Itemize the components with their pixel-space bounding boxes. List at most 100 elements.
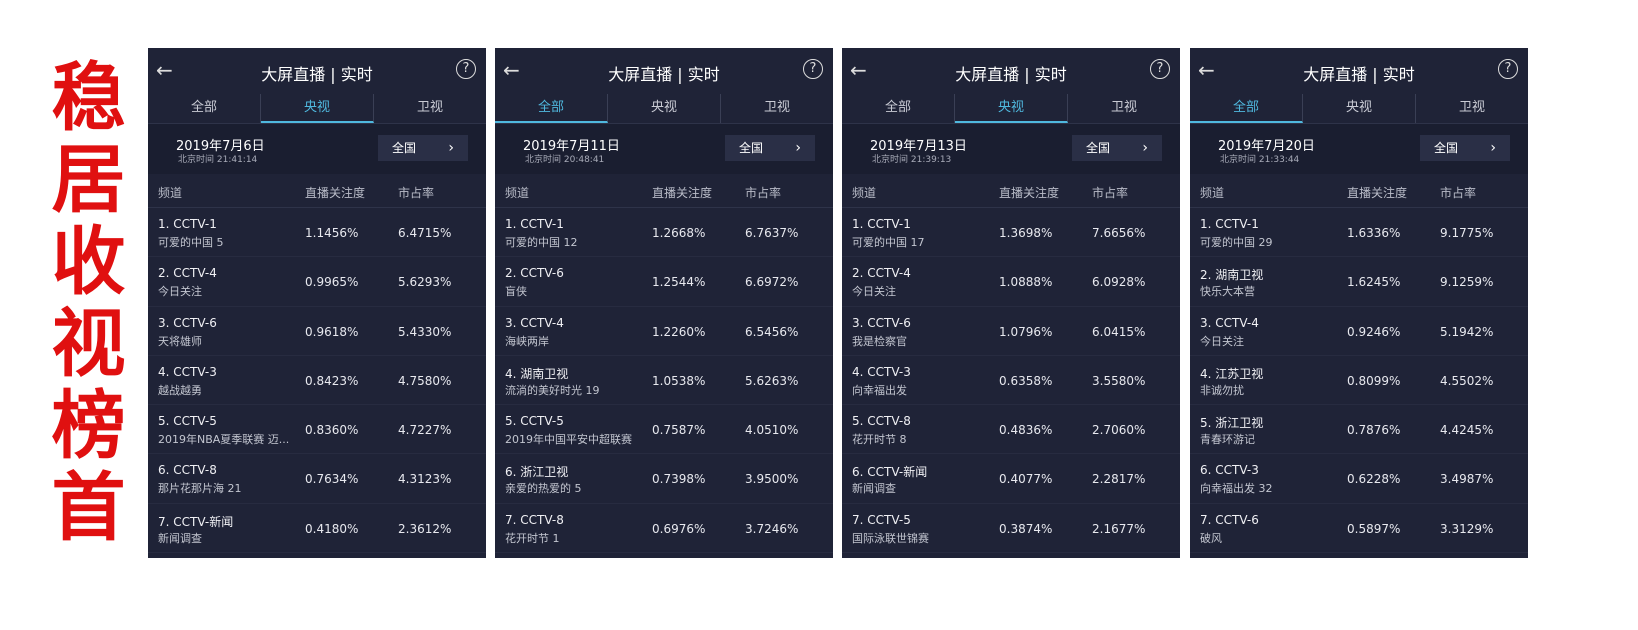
chevron: ›	[448, 140, 454, 156]
tab[interactable]: 央视	[955, 94, 1068, 123]
tab[interactable]: 全部	[148, 94, 261, 123]
ranking-row: 3. CCTV-4 海峡两岸 1.2260% 6.5456%	[495, 307, 833, 356]
help-button[interactable]: ?	[803, 59, 823, 79]
tab[interactable]: 卫视	[416, 100, 443, 115]
program: 花开时节 1	[505, 531, 560, 545]
attention: 0.4836%	[999, 423, 1053, 438]
market-share: 4.4245%	[1440, 423, 1494, 438]
back-button[interactable]: ←	[850, 58, 867, 82]
region: 全国	[1086, 141, 1111, 155]
phone-panel: ← 大屏直播 | 实时? 全部 央视 卫视 2019年7月6日 北京时间 21:41:14 全…	[148, 48, 486, 558]
attention: 1.1456%	[305, 226, 359, 240]
back-button[interactable]: ←	[1198, 58, 1215, 82]
column-label: 频道	[158, 186, 183, 200]
market-share: 4.3123%	[398, 472, 452, 487]
attention: 0.4180%	[305, 521, 359, 536]
column-label: 市占率	[398, 186, 435, 200]
column-label: 频道	[505, 186, 530, 200]
help-button[interactable]: ?	[456, 59, 476, 79]
channel: 1. CCTV-1	[1200, 217, 1259, 231]
attention: 1.6245%	[1347, 275, 1401, 290]
market-share: 9.1259%	[1440, 275, 1494, 290]
channel: 7. CCTV-5	[852, 512, 911, 527]
tab[interactable]: 全部	[495, 94, 608, 123]
ranking-row: 5. CCTV-5 2019年NBA夏季联赛 迈... 0.8360% 4.7227%	[148, 405, 486, 455]
banner: 稳居收视榜首	[39, 58, 125, 550]
region-selector[interactable]: 全国 ›	[378, 135, 468, 161]
header-title: 大屏直播 | 实时	[955, 65, 1067, 84]
tab[interactable]: 央视	[1303, 94, 1416, 123]
tab[interactable]: 卫视	[1458, 100, 1485, 115]
date-row: 2019年7月11日 北京时间 20:48:41 全国 ›	[495, 124, 833, 174]
back-button[interactable]: ←	[503, 58, 520, 82]
tab[interactable]: 央视	[261, 94, 374, 123]
market-share: 6.6972%	[745, 275, 799, 290]
attention: 1.2260%	[652, 324, 706, 339]
tab-bar: 全部 央视 卫视	[842, 94, 1180, 124]
tab[interactable]: 全部	[1190, 94, 1303, 123]
market-share: 4.7227%	[398, 423, 452, 438]
time: 北京时间 21:39:13	[872, 155, 952, 165]
channel: 5. CCTV-5	[158, 414, 217, 429]
program: 今日关注	[852, 285, 896, 299]
market-share: 5.6263%	[745, 373, 799, 388]
channel: 2. CCTV-6	[505, 266, 564, 281]
region: 全国	[739, 141, 764, 155]
program: 快乐大本营	[1200, 285, 1255, 299]
ranking-row: 6. 浙江卫视 亲爱的热爱的 5 0.7398% 3.9500%	[495, 454, 833, 504]
tab[interactable]: 卫视	[763, 100, 790, 115]
date-row: 2019年7月6日 北京时间 21:41:14 全国 ›	[148, 124, 486, 174]
program: 我是检察官	[852, 334, 907, 348]
ranking-row: 7. CCTV-6 破风 0.5897% 3.3129%	[1190, 504, 1528, 554]
region-selector[interactable]: 全国 ›	[1072, 135, 1162, 161]
program: 2019年中国平安中超联赛	[505, 433, 632, 447]
column-label: 市占率	[745, 186, 782, 200]
tab[interactable]: 卫视	[1110, 100, 1137, 115]
attention: 0.7398%	[652, 472, 706, 487]
attention: 0.3874%	[999, 521, 1053, 536]
channel: 3. CCTV-6	[158, 315, 217, 330]
back-button[interactable]: ←	[156, 58, 173, 82]
tab[interactable]: 全部	[842, 94, 955, 123]
column-label: 直播关注度	[1347, 186, 1408, 200]
chevron: ›	[1142, 140, 1148, 156]
region: 全国	[392, 141, 417, 155]
attention: 0.7634%	[305, 472, 359, 487]
channel: 2. 湖南卫视	[1200, 268, 1264, 283]
ranking-row: 2. CCTV-4 今日关注 0.9965% 5.6293%	[148, 257, 486, 307]
program: 破风	[1200, 531, 1222, 545]
ranking-row: 3. CCTV-4 今日关注 0.9246% 5.1942%	[1190, 307, 1528, 356]
program: 2019年NBA夏季联赛 迈...	[158, 433, 290, 447]
market-share: 9.1775%	[1440, 226, 1494, 240]
phone-panel: ← 大屏直播 | 实时? 全部 央视 卫视 2019年7月13日 北京时间 21:39:13…	[842, 48, 1180, 558]
channel: 6. CCTV-新闻	[852, 465, 928, 480]
region-selector[interactable]: 全国 ›	[725, 135, 815, 161]
date-row: 2019年7月20日 北京时间 21:33:44 全国 ›	[1190, 124, 1528, 174]
ranking-row: 4. CCTV-3 向幸福出发 0.6358% 3.5580%	[842, 356, 1180, 406]
ranking-row: 5. 浙江卫视 青春环游记 0.7876% 4.4245%	[1190, 405, 1528, 455]
channel: 4. 湖南卫视	[505, 366, 569, 381]
market-share: 4.7580%	[398, 373, 452, 388]
ranking-row: 7. CCTV-新闻 新闻调查 0.4180% 2.3612%	[148, 504, 486, 554]
ranking-row: 3. CCTV-6 我是检察官 1.0796% 6.0415%	[842, 307, 1180, 356]
column-label: 直播关注度	[305, 186, 366, 200]
column-header: 频道 直播关注度 市占率	[1190, 174, 1528, 208]
header: ← 大屏直播 | 实时?	[1190, 48, 1528, 94]
program: 非诚勿扰	[1200, 383, 1244, 397]
attention: 1.0796%	[999, 324, 1053, 339]
market-share: 5.6293%	[398, 275, 452, 290]
channel: 6. 浙江卫视	[505, 465, 569, 480]
chevron: ›	[795, 140, 801, 156]
program: 新闻调查	[158, 531, 202, 545]
market-share: 3.3129%	[1440, 521, 1494, 536]
column-label: 市占率	[1440, 186, 1477, 200]
help-button[interactable]: ?	[1498, 59, 1518, 79]
help-button[interactable]: ?	[1150, 59, 1170, 79]
program: 可爱的中国 12	[505, 236, 578, 249]
attention: 0.5897%	[1347, 521, 1401, 536]
region-selector[interactable]: 全国 ›	[1420, 135, 1510, 161]
program: 花开时节 8	[852, 433, 907, 447]
tab[interactable]: 央视	[608, 94, 721, 123]
attention: 1.2544%	[652, 275, 706, 290]
market-share: 2.2817%	[1092, 472, 1146, 487]
